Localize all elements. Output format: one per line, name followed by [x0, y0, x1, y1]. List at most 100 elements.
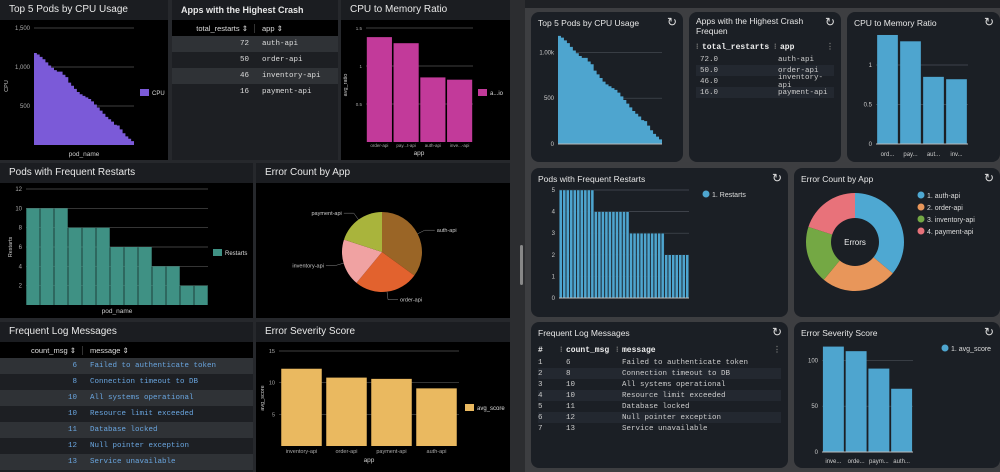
- cell: 6: [538, 413, 543, 422]
- cell: 11: [67, 426, 77, 434]
- split-divider[interactable]: [510, 0, 525, 472]
- donut-hole: [831, 218, 879, 266]
- table-row[interactable]: 10 All systems operational: [0, 390, 253, 406]
- bar-29: [660, 232, 665, 299]
- cell: Service unavailable: [90, 458, 176, 466]
- bar-pay...: [900, 41, 921, 144]
- table-header: count_msg ⇕ message ⇕: [0, 342, 253, 358]
- table-row[interactable]: 2 8 Connection timeout to DB: [538, 368, 781, 379]
- cell: payment-api: [778, 88, 828, 97]
- column-menu-icon[interactable]: ⋮: [826, 43, 834, 52]
- cell: Failed to authenticate token: [622, 358, 749, 367]
- panel-title: Frequent Log Messages: [538, 328, 630, 338]
- bar-auth...: [891, 388, 913, 452]
- y-tick-label: 4: [19, 264, 23, 270]
- refresh-icon[interactable]: ↻: [771, 325, 782, 339]
- refresh-icon[interactable]: ↻: [983, 325, 994, 339]
- panel-error-count: Errors 1. auth-api 2. order-api 3. inventor…: [794, 168, 1000, 317]
- cpu-area-series: [34, 52, 134, 145]
- x-axis-label: pod_name: [69, 151, 100, 158]
- column-header-message[interactable]: message: [622, 345, 656, 355]
- x-axis-label: pod_name: [102, 308, 133, 315]
- y-axis-label: CPU: [4, 80, 10, 92]
- x-tick-label: pay...t-api: [396, 143, 415, 148]
- x-tick-label: inve...: [825, 459, 841, 465]
- x-tick-label: payment-api: [376, 449, 406, 455]
- column-header-total-restarts[interactable]: total_restarts: [702, 42, 770, 52]
- table-row[interactable]: 72.0 auth-api: [696, 54, 834, 65]
- panel-title: CPU to Memory Ratio: [854, 18, 937, 28]
- column-header-count-msg[interactable]: count_msg ⇕: [0, 345, 83, 355]
- bar-13: [604, 211, 609, 299]
- column-header-total-restarts[interactable]: total_restarts ⇕: [172, 23, 255, 33]
- cell: 6: [566, 358, 571, 367]
- table-row[interactable]: 6 12 Null pointer exception: [538, 412, 781, 423]
- refresh-icon[interactable]: ↻: [983, 15, 994, 29]
- bar-pay...t-api: [393, 43, 419, 143]
- bar-ord...: [877, 34, 898, 145]
- table-row[interactable]: 6 Failed to authenticate token: [0, 358, 253, 374]
- bar-paym...: [868, 368, 890, 452]
- table-row[interactable]: 13 Service unavailable: [0, 454, 253, 470]
- bar-7: [124, 247, 138, 305]
- bar-14: [608, 211, 612, 299]
- refresh-icon[interactable]: ↻: [666, 15, 677, 29]
- table-row[interactable]: 50 order-api: [172, 52, 338, 68]
- bar-21: [632, 232, 637, 299]
- column-header-app[interactable]: app: [780, 42, 795, 52]
- pod-restarts-chart: 2 4 6 8 10 12 pod_name Restarts Restarts: [8, 187, 247, 315]
- legend-swatch: [702, 190, 710, 198]
- bar-2: [54, 208, 68, 305]
- refresh-icon[interactable]: ↻: [983, 171, 994, 185]
- cell: 50: [239, 56, 249, 64]
- y-tick-label: 1,500: [15, 26, 31, 32]
- table-row[interactable]: 11 Database locked: [0, 422, 253, 438]
- table-row[interactable]: 3 10 All systems operational: [538, 379, 781, 390]
- leader-line: [417, 229, 435, 235]
- y-tick-label: 500: [544, 96, 555, 102]
- y-tick-label: 0.5: [864, 103, 873, 109]
- table-row[interactable]: 12 Null pointer exception: [0, 438, 253, 454]
- cell: 8: [566, 369, 571, 378]
- cell: 72.0: [700, 55, 719, 64]
- table-row[interactable]: 16.0 payment-api: [696, 87, 834, 98]
- column-header-app[interactable]: app ⇕: [262, 23, 283, 33]
- scrollbar[interactable]: [520, 245, 523, 285]
- x-axis-label: app: [414, 150, 425, 157]
- table-row[interactable]: 7 13 Service unavailable: [538, 423, 781, 434]
- slice-label: order-api: [400, 298, 422, 304]
- bar-4: [82, 227, 96, 305]
- table-row[interactable]: 4 10 Resource limit exceeded: [538, 390, 781, 401]
- table-row[interactable]: 72 auth-api: [172, 36, 338, 52]
- cell: 10: [566, 380, 576, 389]
- bar-16: [615, 211, 619, 299]
- refresh-icon[interactable]: ↻: [771, 171, 782, 185]
- table-row[interactable]: 10 Resource limit exceeded: [0, 406, 253, 422]
- table-header: total_restarts ⇕ app ⇕: [172, 20, 338, 36]
- table-row[interactable]: 8 Connection timeout to DB: [0, 374, 253, 390]
- column-header-index[interactable]: #: [538, 345, 543, 355]
- table-row[interactable]: 50.0 order-api: [696, 65, 834, 76]
- table-header: ⁝ total_restarts ⁝ app ⋮: [696, 42, 834, 53]
- bar-28: [657, 232, 661, 299]
- y-tick-label: 2: [19, 284, 23, 290]
- cell: 3: [538, 380, 543, 389]
- cell: Resource limit exceeded: [90, 410, 194, 418]
- bar-18: [622, 211, 626, 299]
- table-row[interactable]: 16 payment-api: [172, 84, 338, 100]
- table-row[interactable]: 46.0 inventory-api: [696, 74, 834, 90]
- table-row[interactable]: 46 inventory-api: [172, 68, 338, 84]
- panel-title: Pods with Frequent Restarts: [538, 174, 646, 184]
- column-menu-icon[interactable]: ⋮: [773, 346, 781, 355]
- table-row[interactable]: 1 6 Failed to authenticate token: [538, 357, 781, 368]
- y-tick-label: 5: [552, 188, 556, 194]
- table-row[interactable]: 5 11 Database locked: [538, 401, 781, 412]
- panel-title: Error Severity Score: [256, 322, 510, 342]
- y-tick-label: 12: [15, 187, 22, 193]
- pie-slice-order-api: [823, 242, 893, 291]
- column-header-message[interactable]: message ⇕: [90, 345, 129, 355]
- column-header-count-msg[interactable]: count_msg: [566, 345, 610, 355]
- y-tick-label: 15: [269, 349, 275, 355]
- cell: Failed to authenticate token: [90, 362, 217, 370]
- refresh-icon[interactable]: ↻: [824, 15, 835, 29]
